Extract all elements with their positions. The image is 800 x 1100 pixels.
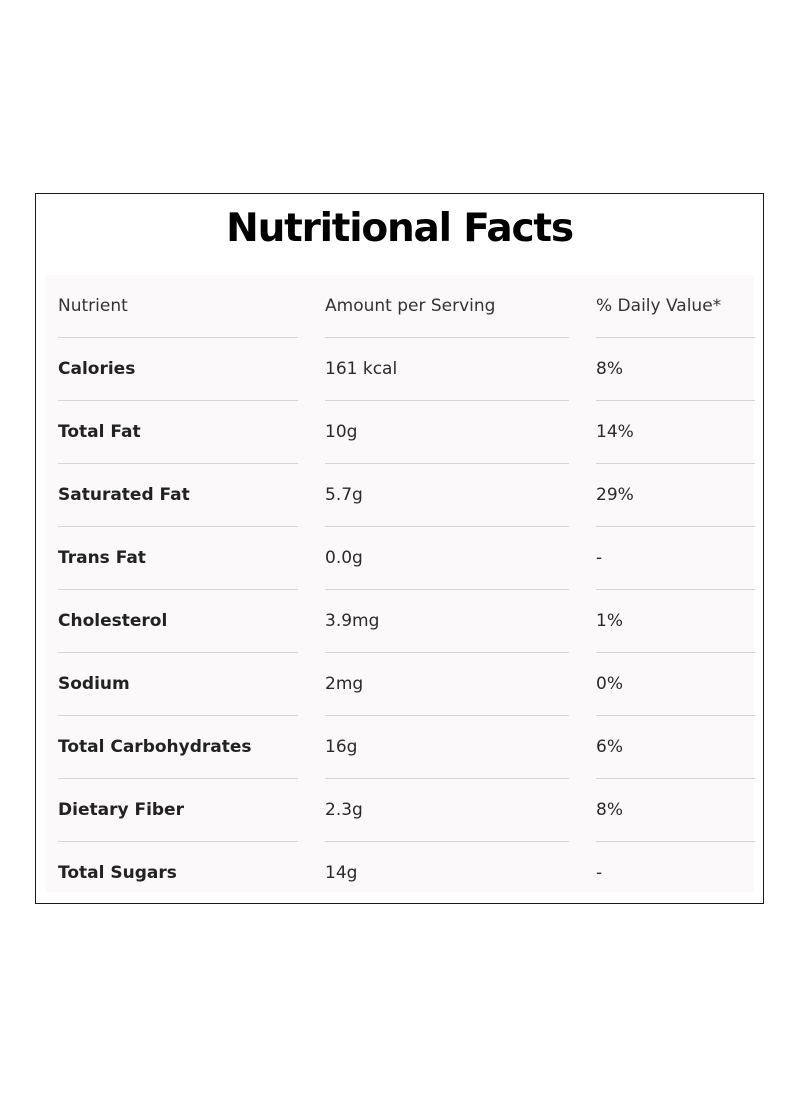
divider [596, 463, 755, 464]
nutrient-amount: 161 kcal [325, 359, 398, 379]
divider [58, 715, 298, 716]
divider [325, 526, 569, 527]
nutrient-daily-value: 14% [596, 422, 634, 442]
nutrient-daily-value: 6% [596, 737, 623, 757]
divider [596, 526, 755, 527]
divider [325, 337, 569, 338]
divider [596, 589, 755, 590]
divider [325, 652, 569, 653]
nutrition-table: Nutrient Amount per Serving % Daily Valu… [45, 275, 755, 892]
nutrient-amount: 0.0g [325, 548, 363, 568]
nutrient-amount: 2mg [325, 674, 364, 694]
nutrient-name: Trans Fat [58, 548, 146, 568]
table-row: Trans Fat 0.0g - [45, 527, 755, 590]
divider [58, 463, 298, 464]
table-row: Total Fat 10g 14% [45, 401, 755, 464]
table-row: Saturated Fat 5.7g 29% [45, 464, 755, 527]
nutrient-amount: 14g [325, 863, 358, 883]
divider [596, 337, 755, 338]
divider [325, 778, 569, 779]
table-row: Cholesterol 3.9mg 1% [45, 590, 755, 653]
divider [596, 400, 755, 401]
divider [58, 589, 298, 590]
table-header-row: Nutrient Amount per Serving % Daily Valu… [45, 275, 755, 338]
nutrient-daily-value: 29% [596, 485, 634, 505]
header-nutrient: Nutrient [58, 296, 128, 316]
page-title: Nutritional Facts [226, 206, 574, 251]
divider [596, 652, 755, 653]
table-row: Sodium 2mg 0% [45, 653, 755, 716]
table-row: Total Sugars 14g - [45, 842, 754, 905]
nutrient-name: Total Carbohydrates [58, 737, 252, 757]
nutrient-name: Total Sugars [58, 863, 177, 883]
divider [58, 778, 298, 779]
nutrient-daily-value: - [596, 863, 603, 883]
divider [325, 715, 569, 716]
nutrient-amount: 3.9mg [325, 611, 380, 631]
nutrient-daily-value: 8% [596, 800, 623, 820]
divider [596, 715, 755, 716]
divider [325, 589, 569, 590]
nutrient-name: Cholesterol [58, 611, 168, 631]
nutrient-daily-value: 1% [596, 611, 623, 631]
nutrient-name: Saturated Fat [58, 485, 190, 505]
divider [58, 526, 298, 527]
table-row: Dietary Fiber 2.3g 8% [45, 779, 755, 842]
divider [596, 778, 755, 779]
divider [325, 841, 569, 842]
nutrient-name: Total Fat [58, 422, 141, 442]
header-daily-value: % Daily Value* [596, 296, 722, 316]
nutrient-daily-value: - [596, 548, 603, 568]
nutrient-name: Dietary Fiber [58, 800, 184, 820]
divider [58, 652, 298, 653]
table-row: Calories 161 kcal 8% [45, 338, 755, 401]
nutrient-amount: 5.7g [325, 485, 363, 505]
divider [58, 841, 298, 842]
divider [325, 463, 569, 464]
nutrient-daily-value: 8% [596, 359, 623, 379]
divider [596, 841, 755, 842]
nutrient-name: Calories [58, 359, 136, 379]
table-row: Total Carbohydrates 16g 6% [45, 716, 755, 779]
header-amount: Amount per Serving [325, 296, 496, 316]
divider [58, 337, 298, 338]
divider [325, 400, 569, 401]
nutrition-facts-card: Nutritional Facts Nutrient Amount per Se… [35, 193, 764, 904]
nutrient-amount: 10g [325, 422, 358, 442]
nutrient-daily-value: 0% [596, 674, 623, 694]
nutrient-name: Sodium [58, 674, 130, 694]
divider [58, 400, 298, 401]
nutrient-amount: 16g [325, 737, 358, 757]
nutrient-amount: 2.3g [325, 800, 363, 820]
